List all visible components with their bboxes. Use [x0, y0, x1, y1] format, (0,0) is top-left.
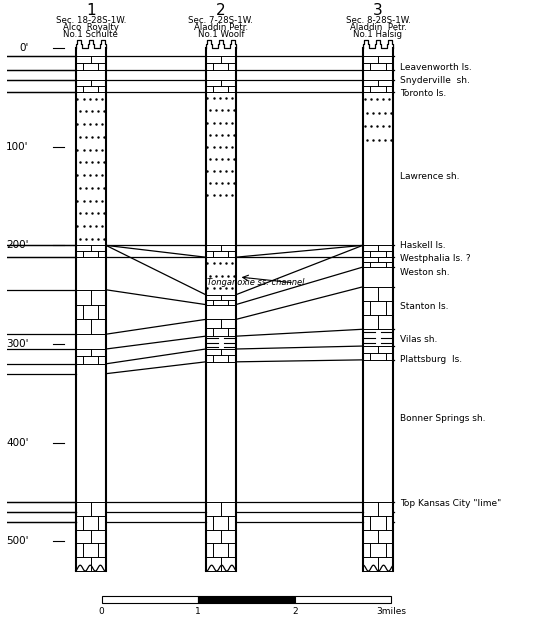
Text: Westphalia ls. ?: Westphalia ls. ? [400, 254, 470, 262]
Text: Alco  Royalty: Alco Royalty [63, 23, 119, 32]
Bar [198, 595, 295, 603]
Text: 2: 2 [216, 3, 225, 18]
Text: Plattsburg  ls.: Plattsburg ls. [400, 355, 462, 365]
Text: 1: 1 [86, 3, 96, 18]
Text: 200': 200' [6, 240, 29, 250]
Text: 400': 400' [6, 438, 29, 448]
Bar [102, 595, 198, 603]
Text: Sec. 8-28S-1W.: Sec. 8-28S-1W. [345, 16, 410, 25]
Text: Tonganoxie ss. channel: Tonganoxie ss. channel [207, 279, 305, 287]
Text: Sec. 7-28S-1W.: Sec. 7-28S-1W. [189, 16, 254, 25]
Text: Aladdin Petr.: Aladdin Petr. [194, 23, 248, 32]
Text: Vilas sh.: Vilas sh. [400, 335, 437, 344]
Text: No.1 Schulte: No.1 Schulte [63, 30, 118, 38]
Text: 0: 0 [99, 607, 104, 616]
Text: Aladdin  Petr.: Aladdin Petr. [349, 23, 406, 32]
Text: Top Kansas City "lime": Top Kansas City "lime" [400, 500, 501, 508]
Text: Weston sh.: Weston sh. [400, 269, 449, 277]
Text: 1: 1 [195, 607, 201, 616]
Text: Stanton ls.: Stanton ls. [400, 302, 448, 311]
Text: Leavenworth ls.: Leavenworth ls. [400, 63, 471, 72]
Text: 3miles: 3miles [377, 607, 406, 616]
Text: Lawrence sh.: Lawrence sh. [400, 171, 459, 181]
Text: 300': 300' [6, 339, 29, 349]
Text: 0': 0' [19, 43, 29, 53]
Bar [295, 595, 392, 603]
Text: 500': 500' [6, 537, 29, 547]
Text: 3: 3 [373, 3, 383, 18]
Text: No.1 Woolf: No.1 Woolf [197, 30, 244, 38]
Text: Snyderville  sh.: Snyderville sh. [400, 76, 470, 85]
Text: 2: 2 [292, 607, 298, 616]
Text: Bonner Springs sh.: Bonner Springs sh. [400, 413, 485, 423]
Text: Sec. 18-28S-1W.: Sec. 18-28S-1W. [56, 16, 126, 25]
Text: Toronto ls.: Toronto ls. [400, 89, 446, 98]
Text: Haskell ls.: Haskell ls. [400, 241, 446, 250]
Text: No.1 Halsig: No.1 Halsig [354, 30, 403, 38]
Text: 100': 100' [6, 142, 29, 152]
